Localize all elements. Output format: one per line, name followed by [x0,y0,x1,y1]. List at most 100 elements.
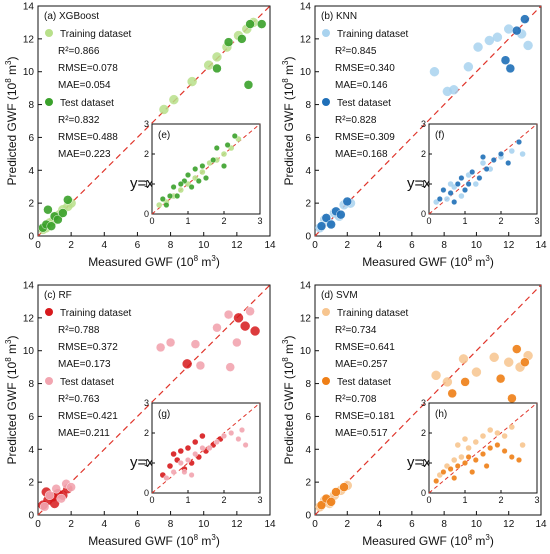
x-axis-label-exp: 8 [468,533,473,542]
inset-training-point [199,169,206,175]
inset-test-point [483,165,490,172]
x-axis-label-close: ) [216,534,220,548]
training-point [449,85,459,95]
training-point [49,498,60,509]
legend-training-label: Training dataset [337,29,409,40]
inset-test-point [508,454,515,461]
training-point [503,357,514,367]
x-axis-label: Measured GWF (108 m3) [362,533,494,548]
inset-y-tick-label: 2 [144,428,149,438]
y-axis-label-exp2: 3 [281,60,290,65]
inset-y-tick-label: 1 [144,458,149,468]
x-axis-label-exp: 8 [194,533,199,542]
inset-y-tick-label: 2 [144,149,149,159]
inset-training-point [192,439,198,445]
inset-test-point [483,463,490,470]
inset-test-point [188,472,195,479]
inset-y-tick-label: 0 [421,488,426,498]
y-axis-label: Predicted GWF (108 m3) [4,57,19,186]
inset-test-point [447,466,454,473]
inset-test-point [224,141,231,148]
y-axis-label-exp: 8 [281,357,290,362]
x-axis-label-close: ) [490,255,494,269]
x-axis-label-main: Measured GWF (10 [362,255,468,269]
y-tick-label: 2 [305,199,311,210]
inset-test-point [220,162,227,169]
inset-training-point [519,151,526,157]
x-tick-label: 10 [471,519,483,530]
inset-test-point [469,469,476,476]
x-tick-label: 8 [441,240,447,251]
inset-test-point [184,457,191,464]
inset-test-point [501,448,508,455]
inset-x-tick-label: 1 [185,216,190,226]
x-tick-label: 6 [409,519,415,530]
x-axis-label-main: Measured GWF (10 [88,534,194,548]
x-axis-label-exp2: 3 [211,533,216,542]
y-tick-label: 12 [300,34,312,45]
inset-test-point [458,174,465,181]
test-point [165,337,176,348]
inset-test-point [242,442,249,449]
test-mae: MAE=0.223 [58,149,111,160]
y-tick-label: 0 [305,511,311,522]
inset-training-point [509,424,515,430]
test-point [39,502,50,512]
inset-test-point [487,445,494,452]
y-tick-label: 2 [28,478,34,489]
y-tick-label: 4 [28,445,34,456]
training-point [471,367,482,377]
inset-test-point [238,427,245,434]
inset-y-tick-label: 3 [144,119,149,129]
inset-test-point [440,186,447,193]
inset-y-tick-label: 3 [144,398,149,408]
x-tick-label: 0 [312,519,318,530]
y-tick-label: 12 [23,313,35,324]
y-tick-label: 8 [305,100,311,111]
y-axis-label: Predicted GWF (108 m3) [281,57,296,186]
test-point [245,306,255,317]
training-mae: MAE=0.257 [335,359,388,370]
identity-line [314,284,542,516]
test-point [256,19,267,29]
inset-x-tick-label: 3 [534,495,539,505]
training-point [458,354,469,364]
test-point [326,219,336,230]
y-tick-label: 0 [28,232,34,243]
training-point [484,35,495,46]
panel-title: (a) XGBoost [44,11,99,22]
y-tick-label: 2 [305,478,311,489]
y-tick-label: 6 [28,412,34,423]
x-tick-label: 8 [168,240,174,251]
inset-test-point [469,168,476,175]
training-r2: R²=0.866 [58,46,100,57]
x-axis-label: Measured GWF (108 m3) [88,254,220,269]
training-point [503,24,514,34]
y-tick-label: 14 [300,281,312,292]
inset-test-point [454,180,461,187]
test-rmse: RMSE=0.488 [58,132,118,143]
test-point [447,388,457,399]
y-tick-label: 2 [28,199,34,210]
panel-title: (b) KNN [321,11,357,22]
y-axis-label-main: Predicted GWF (10 [282,82,296,185]
y-tick-label: 12 [300,313,312,324]
y-axis-label-exp2: 3 [4,60,13,65]
test-point [339,482,349,492]
x-axis-label-exp: 8 [468,254,473,263]
y-axis-label-exp: 8 [4,357,13,362]
y-tick-label: 10 [300,346,312,357]
training-point [463,62,474,72]
training-point [523,40,533,51]
x-tick-label: 12 [231,240,243,251]
inset-test-point [174,192,181,199]
inset-test-point [451,198,458,205]
test-point [212,322,222,333]
x-tick-label: 10 [198,240,210,251]
plot-frame [37,5,271,237]
y-axis-label: Predicted GWF (108 m3) [4,336,19,465]
plot-frame [37,284,271,516]
inset-test-point [440,469,447,476]
x-tick-label: 8 [441,519,447,530]
x-axis-label: Measured GWF (108 m3) [88,533,220,548]
